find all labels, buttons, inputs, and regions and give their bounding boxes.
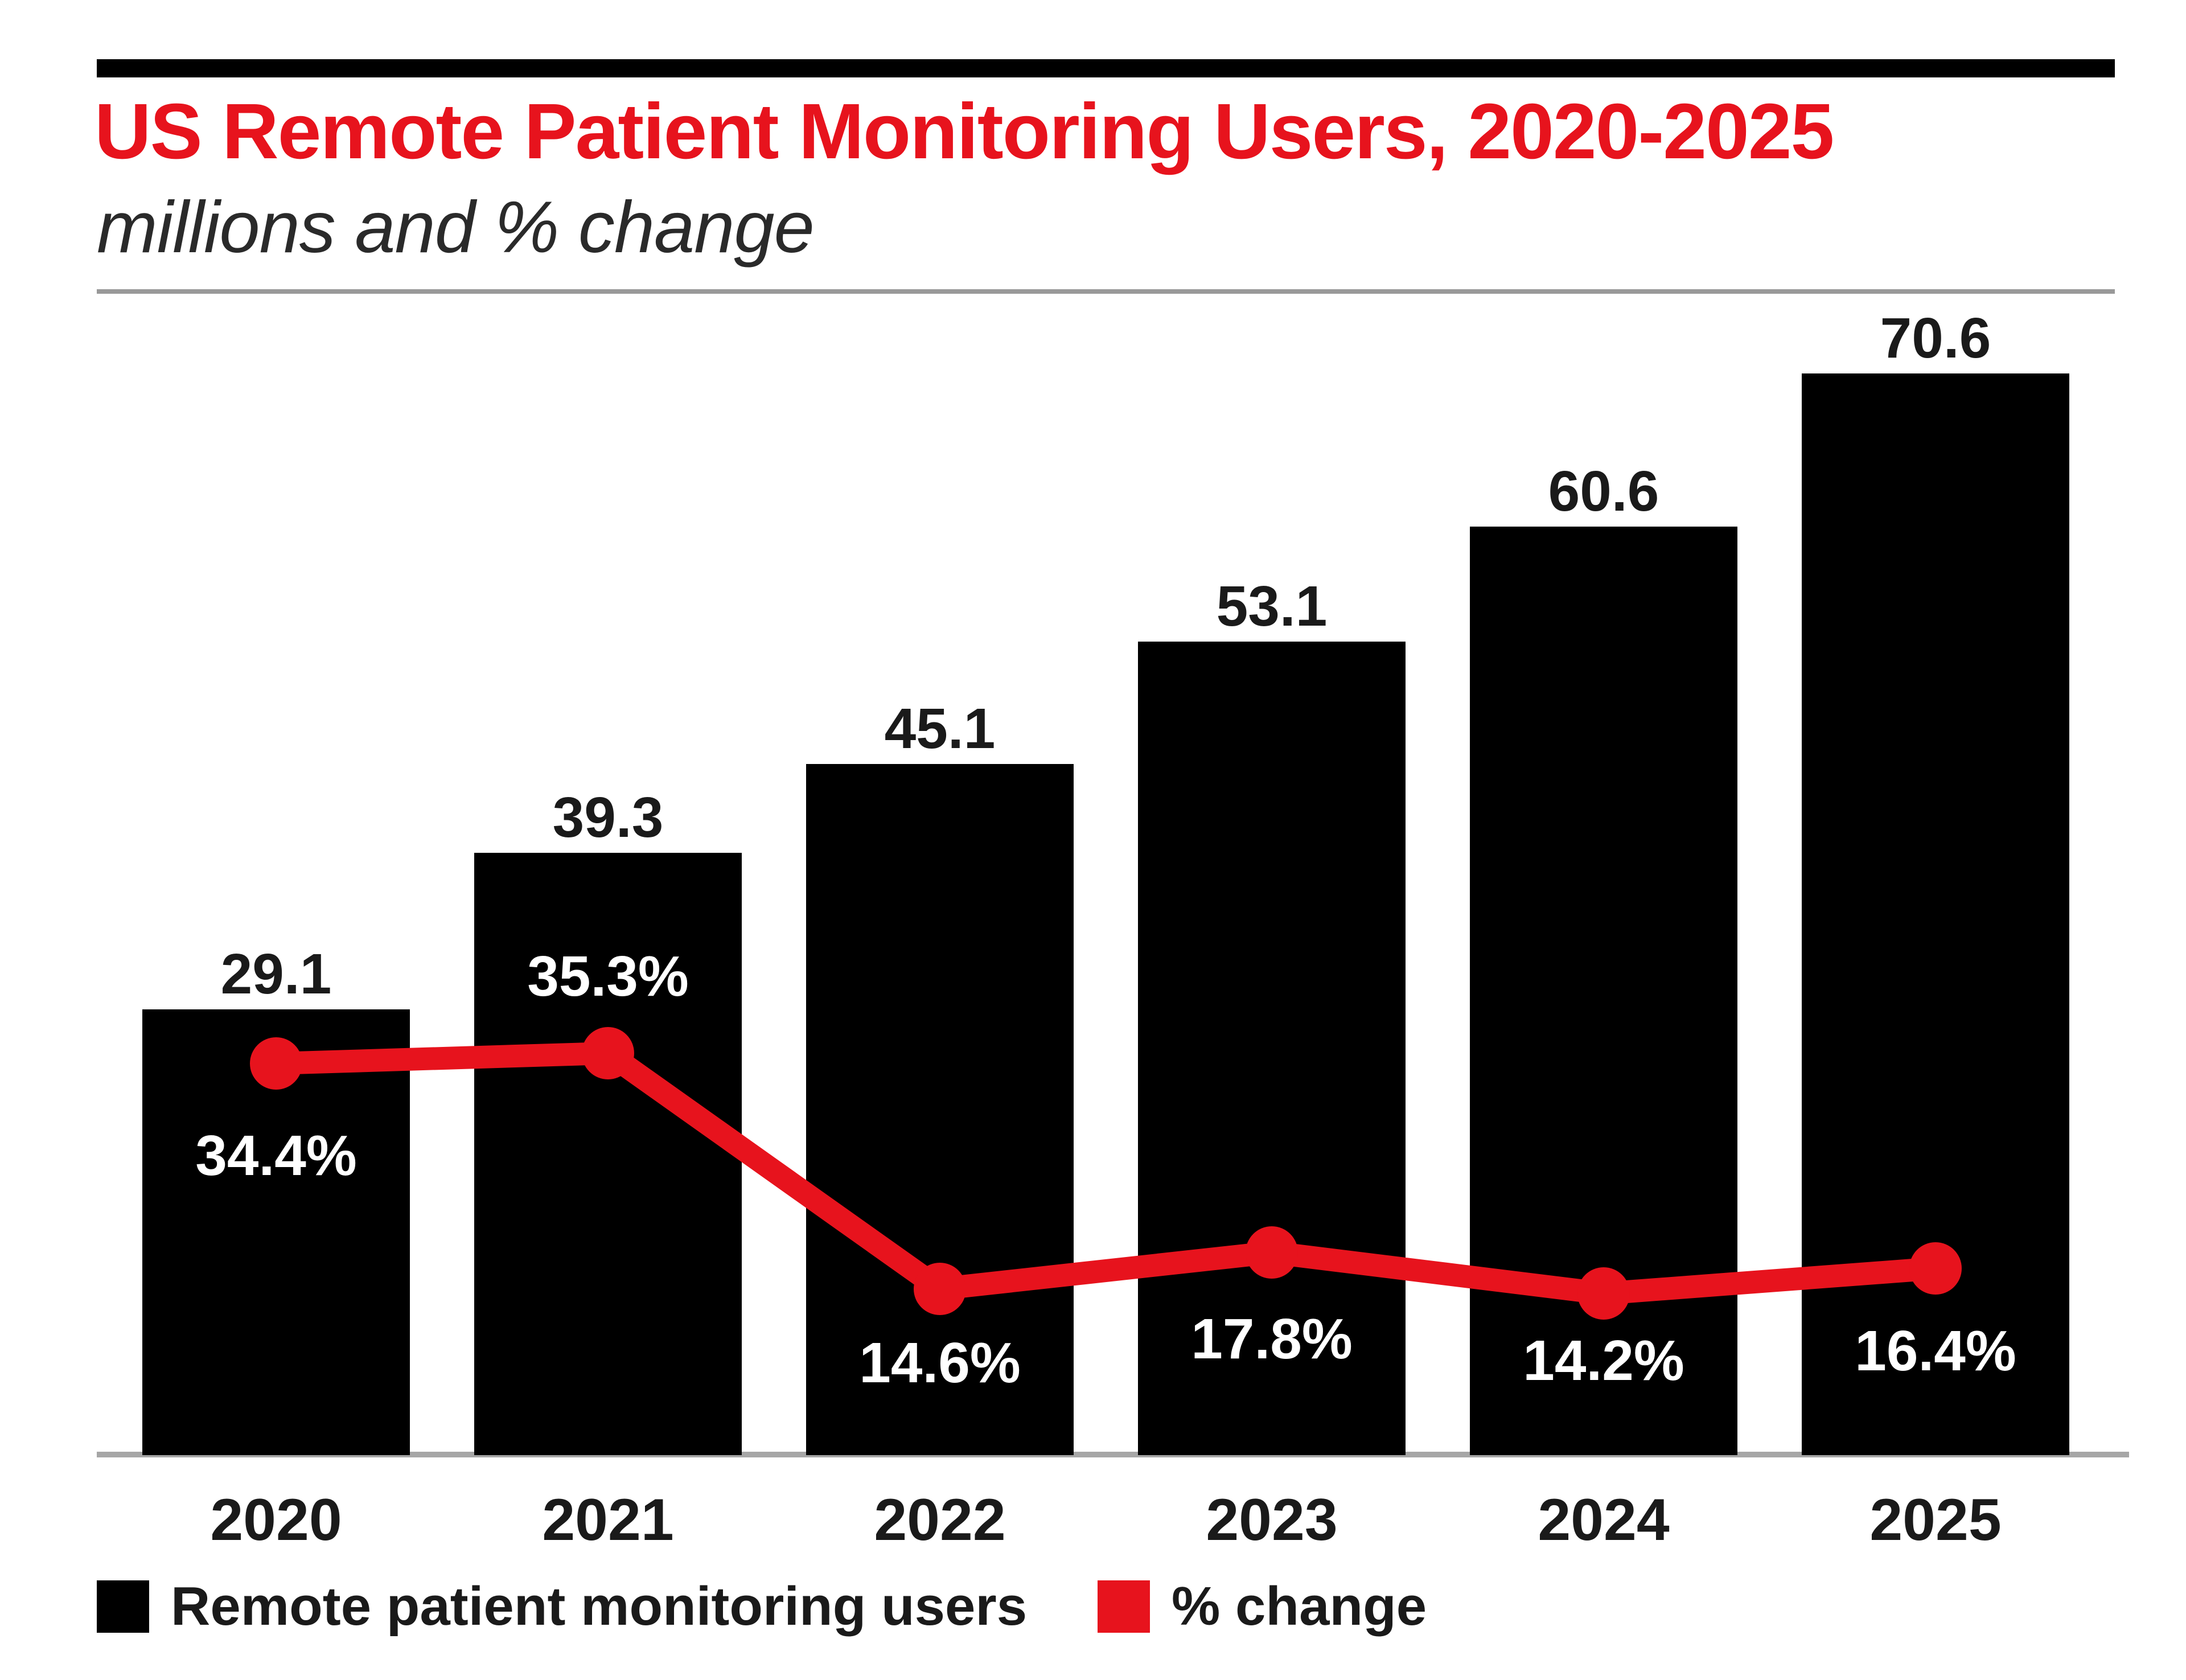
bar-2024 [1470,527,1737,1455]
bar-value-label-2025: 70.6 [1880,306,1991,370]
bar-2025 [1802,373,2069,1455]
pct-change-label-2021: 35.3% [527,944,689,1008]
legend-item-bars: Remote patient monitoring users [97,1576,1028,1637]
pct-change-label-2025: 16.4% [1855,1319,2016,1383]
x-axis-label-2022: 2022 [874,1487,1006,1553]
line-series-swatch-icon [1098,1580,1150,1633]
x-axis-label-2024: 2024 [1538,1487,1670,1553]
x-axis-label-2025: 2025 [1869,1487,2002,1553]
pct-change-label-2020: 34.4% [195,1124,357,1188]
bar-series-swatch-icon [97,1580,149,1633]
bar-value-label-2023: 53.1 [1216,574,1328,638]
x-axis-baseline [97,1452,2129,1457]
bar-value-label-2022: 45.1 [884,697,996,761]
legend-label-line: % change [1172,1576,1427,1637]
pct-change-label-2023: 17.8% [1191,1307,1353,1371]
bar-value-label-2020: 29.1 [220,942,332,1006]
pct-change-label-2022: 14.6% [859,1331,1021,1395]
header-divider-rule [97,289,2115,294]
bar-value-label-2024: 60.6 [1548,459,1659,523]
chart-subtitle: millions and % change [97,187,815,268]
legend-item-line: % change [1098,1576,1427,1637]
x-axis-label-2023: 2023 [1206,1487,1338,1553]
x-axis-label-2021: 2021 [542,1487,674,1553]
bar-value-label-2021: 39.3 [552,786,664,849]
legend: Remote patient monitoring users % change [0,1576,2186,1637]
pct-change-label-2024: 14.2% [1523,1329,1684,1393]
top-rule [97,59,2115,77]
legend-label-bars: Remote patient monitoring users [171,1576,1028,1637]
chart-title: US Remote Patient Monitoring Users, 2020… [94,88,1834,175]
bar-2020 [142,1009,410,1455]
bar-2021 [474,853,742,1455]
x-axis-label-2020: 2020 [210,1487,342,1553]
